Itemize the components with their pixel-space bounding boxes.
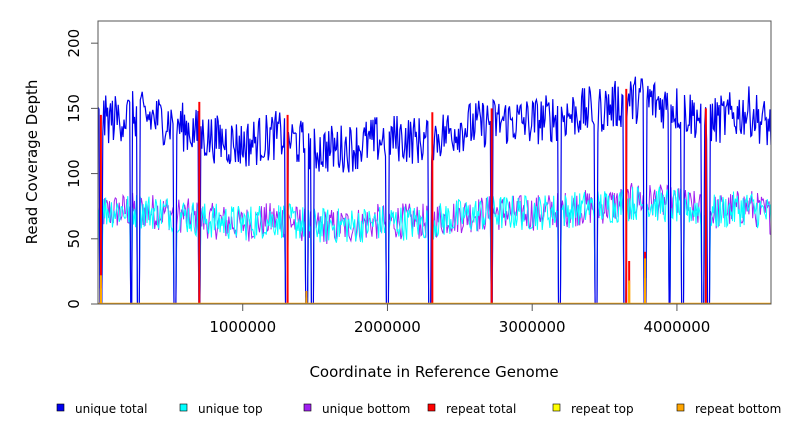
y-tick-label: 200 [65,29,83,58]
series-unique-top-line [98,186,771,304]
legend-item-repeat-bottom: repeat bottom [676,402,781,416]
legend-label: repeat total [446,402,516,416]
plot-frame [97,20,772,305]
legend-swatch [676,403,685,412]
y-axis-title: Read Coverage Depth [23,80,41,245]
x-axis-title: Coordinate in Reference Genome [309,363,558,381]
legend-label: unique total [75,402,147,416]
legend-swatch [56,403,65,412]
legend-item-repeat-top: repeat top [552,402,634,416]
y-tick-label: 150 [65,94,83,123]
legend-label: unique bottom [322,402,410,416]
x-tick-label: 4000000 [644,318,711,336]
y-tick-label: 100 [65,159,83,188]
y-tick-label: 50 [65,229,83,248]
legend-label: unique top [198,402,263,416]
x-tick-label: 3000000 [499,318,566,336]
y-tick-label: 0 [65,299,83,309]
x-axis: 1000000 2000000 3000000 4000000 [209,304,710,336]
legend-item-unique-bottom: unique bottom [303,402,410,416]
y-axis: 0 50 100 150 200 [65,29,98,309]
x-tick-label: 1000000 [209,318,276,336]
series-unique-bottom-line [98,182,771,304]
series-layer [98,76,771,304]
legend-label: repeat top [571,402,634,416]
legend-item-unique-top: unique top [179,402,263,416]
x-tick-label: 2000000 [354,318,421,336]
legend-swatch [179,403,188,412]
legend-swatch [427,403,436,412]
legend-item-repeat-total: repeat total [427,402,516,416]
legend-swatch [552,403,561,412]
legend-item-unique-total: unique total [56,402,147,416]
series-unique-total-line [98,76,771,304]
legend: unique total unique top unique bottom repea… [56,402,781,416]
legend-label: repeat bottom [695,402,781,416]
legend-swatch [303,403,312,412]
